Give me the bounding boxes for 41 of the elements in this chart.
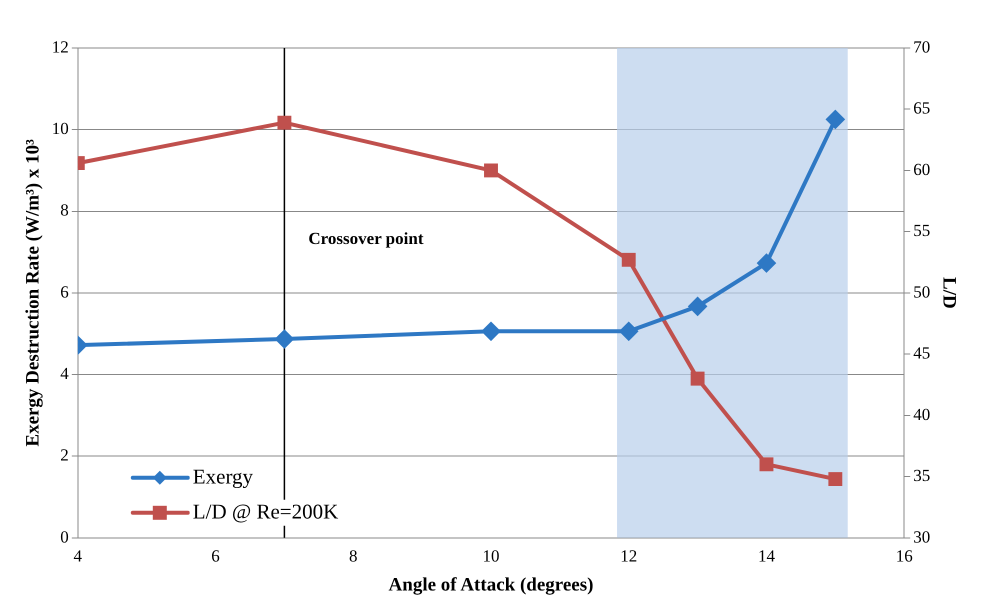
point xyxy=(760,457,774,472)
y2-tick-label: 65 xyxy=(913,98,930,118)
legend-label: Exergy xyxy=(192,464,254,488)
y2-tick-label: 50 xyxy=(913,282,930,302)
x-tick-label: 8 xyxy=(349,546,358,566)
x-tick-label: 10 xyxy=(482,546,500,566)
y2-tick-label: 30 xyxy=(913,527,930,546)
y2-tick-label: 60 xyxy=(913,160,930,179)
y-tick-label: 8 xyxy=(60,200,69,220)
y-tick-label: 10 xyxy=(52,119,69,138)
point xyxy=(690,372,705,386)
y2-tick-label: 70 xyxy=(913,37,930,56)
point xyxy=(620,322,638,340)
annotation: Crossover point xyxy=(308,229,424,248)
x-tick-label: 6 xyxy=(211,546,220,566)
point xyxy=(757,254,776,272)
y-axis-title: Exergy Destruction Rate (W/m³) x 10³ xyxy=(22,138,44,447)
y-tick-label: 0 xyxy=(60,527,69,546)
y2-axis-title: L/D xyxy=(938,277,960,309)
y2-tick-label: 55 xyxy=(913,221,930,240)
point xyxy=(826,110,844,128)
y-tick-label: 12 xyxy=(52,37,69,56)
x-axis-title: Angle of Attack (degrees) xyxy=(388,574,594,596)
y2-tick-label: 45 xyxy=(913,344,930,363)
x-tick-label: 16 xyxy=(896,546,913,566)
x-tick-label: 12 xyxy=(620,546,638,566)
point xyxy=(484,164,498,178)
point xyxy=(622,252,636,267)
y-tick-label: 4 xyxy=(60,364,70,383)
x-tick-label: 14 xyxy=(758,546,776,566)
point xyxy=(828,472,842,486)
point xyxy=(277,116,292,130)
y-tick-label: 2 xyxy=(60,446,69,465)
y-tick-label: 6 xyxy=(60,282,69,302)
y2-tick-label: 40 xyxy=(913,404,930,424)
x-tick-label: 4 xyxy=(74,546,83,566)
legend-label: L/D @ Re=200K xyxy=(192,499,338,524)
y2-tick-label: 35 xyxy=(913,466,930,486)
point xyxy=(688,297,707,316)
point xyxy=(275,330,294,348)
point xyxy=(482,322,500,340)
